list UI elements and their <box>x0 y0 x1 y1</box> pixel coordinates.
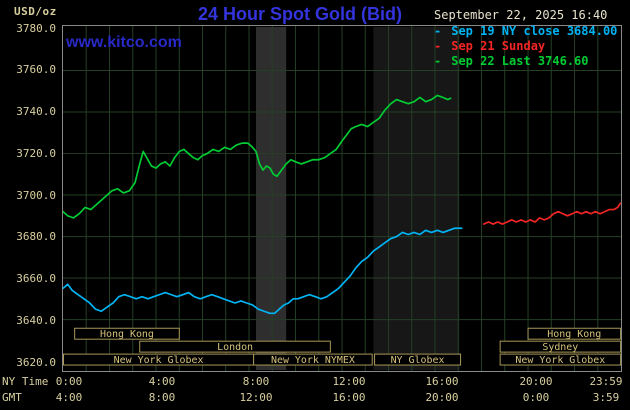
legend-label: Sep 22 Last 3746.60 <box>444 54 589 68</box>
chart-title: 24 Hour Spot Gold (Bid) <box>198 4 402 24</box>
y-tick-label: 3740.0 <box>16 105 56 118</box>
y-tick-label: 3780.0 <box>16 22 56 35</box>
session-label: New York Globex <box>515 355 605 366</box>
session-label: NY Globex <box>391 355 445 366</box>
series-line-sep22 <box>63 94 452 219</box>
x-tick-gmt: 16:00 <box>332 391 366 404</box>
kitco-watermark-link[interactable]: www.kitco.com <box>66 34 182 51</box>
session-box <box>527 327 621 340</box>
session-label: Hong Kong <box>100 329 154 340</box>
units-label: USD/oz <box>14 5 57 18</box>
gmt-axis-label: GMT <box>2 391 22 404</box>
y-tick-label: 3680.0 <box>16 230 56 243</box>
legend-label: Sep 21 Sunday <box>444 39 546 53</box>
x-tick-ny-time: 12:00 <box>332 375 366 388</box>
session-label: Sydney <box>542 342 578 353</box>
series-line-sep19 <box>63 227 463 315</box>
legend-item-sep22: - Sep 22 Last 3746.60 <box>434 54 617 69</box>
x-tick-ny-time: 23:59 <box>589 375 623 388</box>
plot-canvas: Hong Kong Hong Kong London Sydney New York G… <box>63 26 621 371</box>
x-tick-gmt: 8:00 <box>148 391 176 404</box>
y-tick-label: 3760.0 <box>16 63 56 76</box>
legend-line-swatch: - <box>434 24 442 38</box>
y-tick-label: 3660.0 <box>16 272 56 285</box>
x-tick-ny-time: 4:00 <box>148 375 176 388</box>
x-tick-gmt: 3:59 <box>592 391 620 404</box>
session-box <box>139 340 331 353</box>
session-box <box>253 353 373 366</box>
series-line-sep21 <box>482 202 621 225</box>
ny-time-axis-label: NY Time <box>2 375 49 388</box>
x-tick-ny-time: 8:00 <box>242 375 270 388</box>
plot-area: Hong Kong Hong Kong London Sydney New York G… <box>62 25 622 372</box>
session-shade-band <box>256 26 287 371</box>
x-tick-ny-time: 20:00 <box>519 375 553 388</box>
session-label: New York Globex <box>114 355 204 366</box>
session-box <box>499 353 621 366</box>
y-tick-label: 3640.0 <box>16 314 56 327</box>
x-tick-gmt: 4:00 <box>55 391 83 404</box>
legend-item-sep19: - Sep 19 NY close 3684.00 <box>434 24 617 39</box>
legend-line-swatch: - <box>434 39 442 53</box>
x-tick-gmt: 12:00 <box>239 391 273 404</box>
session-box <box>499 340 621 353</box>
x-tick-gmt: 0:00 <box>522 391 550 404</box>
datetime-label: September 22, 2025 16:40 <box>434 8 608 22</box>
x-tick-gmt: 20:00 <box>425 391 459 404</box>
legend-label: Sep 19 NY close 3684.00 <box>444 24 618 38</box>
x-tick-ny-time: 16:00 <box>425 375 459 388</box>
session-shade-band <box>373 26 460 371</box>
session-label: London <box>217 342 253 353</box>
legend-item-sep21: - Sep 21 Sunday <box>434 39 617 54</box>
x-tick-ny-time: 0:00 <box>55 375 83 388</box>
session-label: New York NYMEX <box>271 355 355 366</box>
y-tick-label: 3620.0 <box>16 356 56 369</box>
legend-line-swatch: - <box>434 54 442 68</box>
session-box <box>74 327 180 340</box>
legend: - Sep 19 NY close 3684.00- Sep 21 Sunday… <box>434 24 617 69</box>
session-label: Hong Kong <box>547 329 601 340</box>
y-tick-label: 3700.0 <box>16 189 56 202</box>
y-tick-label: 3720.0 <box>16 147 56 160</box>
session-box <box>374 353 462 366</box>
